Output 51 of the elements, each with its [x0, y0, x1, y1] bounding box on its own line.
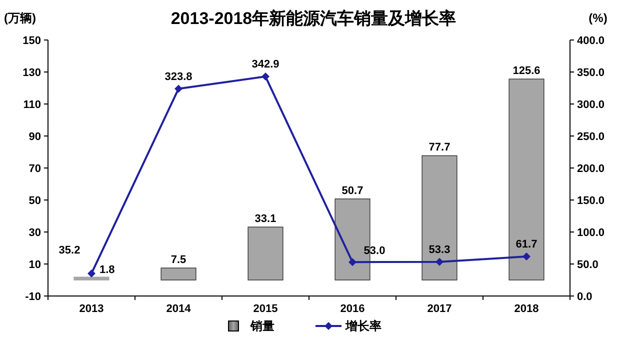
y2-tick-label: 250.0	[577, 131, 605, 143]
bar	[74, 276, 110, 280]
y2-tick-label: 400.0	[577, 35, 605, 47]
data-label: 125.6	[512, 65, 540, 78]
data-label: 7.5	[170, 254, 186, 266]
point	[522, 252, 530, 261]
y2-tick-label: 0.0	[577, 291, 592, 303]
legend-label: 销量	[250, 319, 274, 333]
point	[174, 84, 182, 93]
x-tick-label: 2018	[514, 303, 539, 315]
y-tick-label: 70	[28, 163, 41, 175]
bar	[248, 226, 284, 280]
data-label: 35.2	[58, 244, 80, 256]
y-tick-label: 30	[28, 227, 41, 239]
legend-label: 增长率	[344, 319, 382, 333]
x-tick-label: 2016	[340, 303, 365, 315]
data-label: 323.8	[164, 70, 192, 83]
x-tick-label: 2017	[427, 303, 452, 315]
data-label: 61.7	[516, 238, 538, 251]
x-tick-label: 2014	[166, 303, 192, 315]
x-tick-label: 2013	[79, 303, 104, 315]
y2-tick-label: 300.0	[577, 99, 605, 111]
data-label: 342.9	[252, 58, 280, 71]
bar	[422, 155, 458, 280]
y-tick-label: 130	[22, 67, 41, 79]
y2-tick-label: 200.0	[577, 163, 605, 175]
y2-axis-title: (%)	[588, 11, 608, 25]
data-label: 77.7	[428, 142, 450, 154]
y-tick-label: -10	[25, 291, 41, 303]
point	[88, 269, 96, 278]
data-label: 53.3	[428, 244, 450, 256]
y2-tick-label: 100.0	[577, 227, 605, 239]
bar	[508, 78, 544, 280]
x-tick-label: 2015	[253, 303, 278, 315]
y-tick-label: 90	[28, 131, 41, 143]
bar	[160, 268, 196, 280]
data-label: 33.1	[254, 213, 276, 226]
point	[262, 72, 270, 81]
y-axis-title: (万辆)	[4, 11, 36, 25]
chart-title: 2013-2018年新能源汽车销量及增长率	[170, 9, 456, 28]
data-label: 1.8	[100, 264, 115, 276]
y-tick-label: 50	[28, 195, 41, 207]
y2-tick-label: 150.0	[577, 195, 605, 207]
y2-tick-label: 350.0	[577, 67, 605, 79]
y-tick-label: 10	[28, 259, 41, 271]
y-tick-label: 110	[23, 99, 41, 111]
point	[436, 258, 444, 266]
point	[348, 258, 356, 266]
y-tick-label: 150	[22, 35, 41, 47]
data-label: 50.7	[342, 184, 364, 197]
y2-tick-label: 50.0	[577, 259, 598, 271]
